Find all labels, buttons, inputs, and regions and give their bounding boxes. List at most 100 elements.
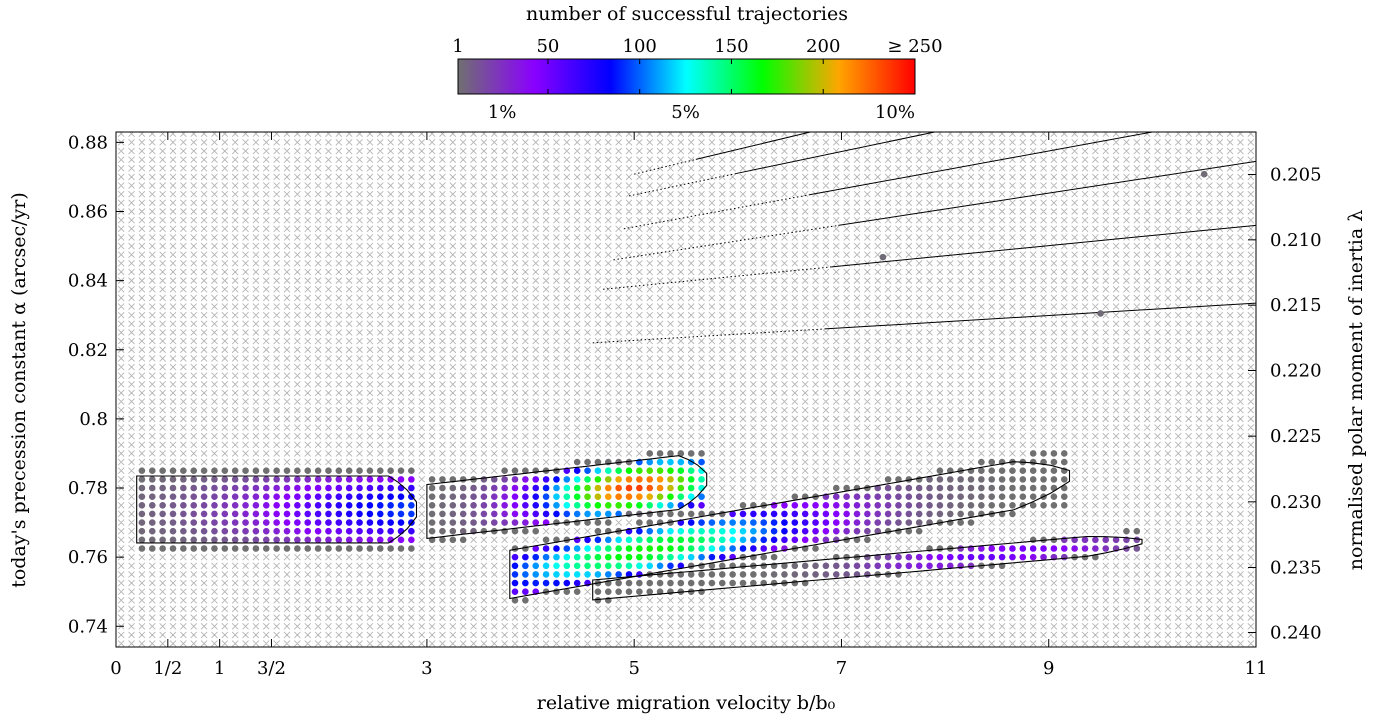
data-point — [553, 571, 560, 578]
data-point — [449, 510, 457, 518]
data-point — [159, 476, 166, 483]
data-point — [553, 510, 560, 518]
y-axis: 0.74 0.76 0.78 0.8 0.82 0.84 0.86 0.88 — [68, 132, 124, 637]
y2-tick-label: 0.210 — [1270, 230, 1322, 251]
data-point — [542, 579, 550, 587]
data-point — [273, 536, 280, 544]
data-point — [542, 501, 550, 509]
data-point — [729, 571, 736, 578]
data-point — [335, 493, 343, 500]
data-point — [449, 527, 457, 535]
data-point — [584, 562, 591, 570]
x-axis-title: relative migration velocity b/b₀ — [537, 692, 836, 714]
data-point — [356, 476, 363, 483]
data-point — [667, 553, 674, 561]
data-point — [698, 553, 705, 561]
data-point — [864, 484, 871, 492]
data-point — [242, 501, 249, 509]
data-point — [646, 579, 654, 587]
data-point — [1050, 545, 1058, 552]
data-point — [656, 450, 664, 457]
data-point — [667, 588, 674, 595]
data-point — [698, 536, 705, 544]
data-point — [594, 553, 602, 561]
data-point — [563, 553, 571, 561]
data-point — [646, 484, 654, 492]
data-point — [1050, 458, 1058, 466]
data-point — [667, 510, 674, 518]
data-point — [967, 484, 975, 492]
data-point — [791, 519, 799, 526]
data-point — [490, 484, 498, 492]
data-point — [946, 476, 954, 483]
data-point — [636, 553, 643, 561]
data-point — [853, 527, 861, 535]
data-point — [294, 501, 301, 509]
data-point — [428, 527, 436, 535]
colorbar-tick-labels: 1 50 100 150 200 ≥ 250 — [452, 36, 942, 57]
data-point — [936, 484, 944, 492]
data-point — [895, 527, 902, 535]
data-point — [895, 476, 902, 483]
data-point — [1029, 553, 1037, 561]
data-point — [832, 562, 840, 570]
data-point — [667, 476, 674, 483]
data-point — [615, 501, 622, 509]
data-point — [812, 510, 819, 518]
data-point — [532, 493, 540, 500]
data-point — [853, 562, 861, 570]
data-point — [604, 476, 612, 483]
data-point — [169, 476, 177, 483]
data-point — [397, 476, 405, 483]
data-point — [242, 545, 249, 552]
data-point — [822, 562, 830, 570]
data-point — [376, 493, 384, 500]
data-point — [594, 493, 602, 500]
data-point — [708, 562, 716, 570]
data-point — [366, 501, 374, 509]
data-point — [957, 510, 964, 518]
data-point — [397, 467, 405, 475]
data-point — [832, 571, 840, 578]
data-point — [294, 527, 301, 535]
data-point — [252, 476, 260, 483]
data-point — [781, 562, 788, 570]
data-point — [667, 545, 674, 552]
data-point — [718, 571, 726, 578]
data-point — [190, 476, 198, 483]
data-point — [998, 484, 1006, 492]
data-point — [884, 562, 892, 570]
data-point — [667, 458, 674, 466]
data-point — [273, 527, 280, 535]
data-point — [408, 484, 415, 492]
data-point — [573, 562, 581, 570]
data-point — [252, 484, 260, 492]
data-point — [812, 545, 819, 552]
data-point — [677, 467, 685, 475]
data-point — [739, 510, 747, 518]
data-point — [874, 510, 882, 518]
data-point — [905, 484, 913, 492]
data-point — [335, 527, 343, 535]
data-point — [252, 493, 260, 500]
data-point — [532, 476, 540, 483]
data-point — [1060, 476, 1068, 483]
data-point — [1060, 553, 1068, 561]
data-point — [511, 510, 519, 518]
data-point — [262, 493, 270, 500]
data-point — [750, 510, 757, 518]
data-point — [180, 493, 187, 500]
colorbar-tick-label: 100 — [623, 36, 657, 57]
data-point — [905, 510, 913, 518]
data-point — [687, 545, 695, 552]
data-point — [636, 501, 643, 509]
data-point — [459, 493, 467, 500]
data-point — [190, 510, 198, 518]
data-point — [376, 467, 384, 475]
data-point — [801, 536, 809, 544]
data-point — [522, 501, 529, 509]
data-point — [656, 579, 664, 587]
data-point — [625, 562, 633, 570]
data-point — [511, 588, 519, 595]
data-point — [656, 493, 664, 500]
